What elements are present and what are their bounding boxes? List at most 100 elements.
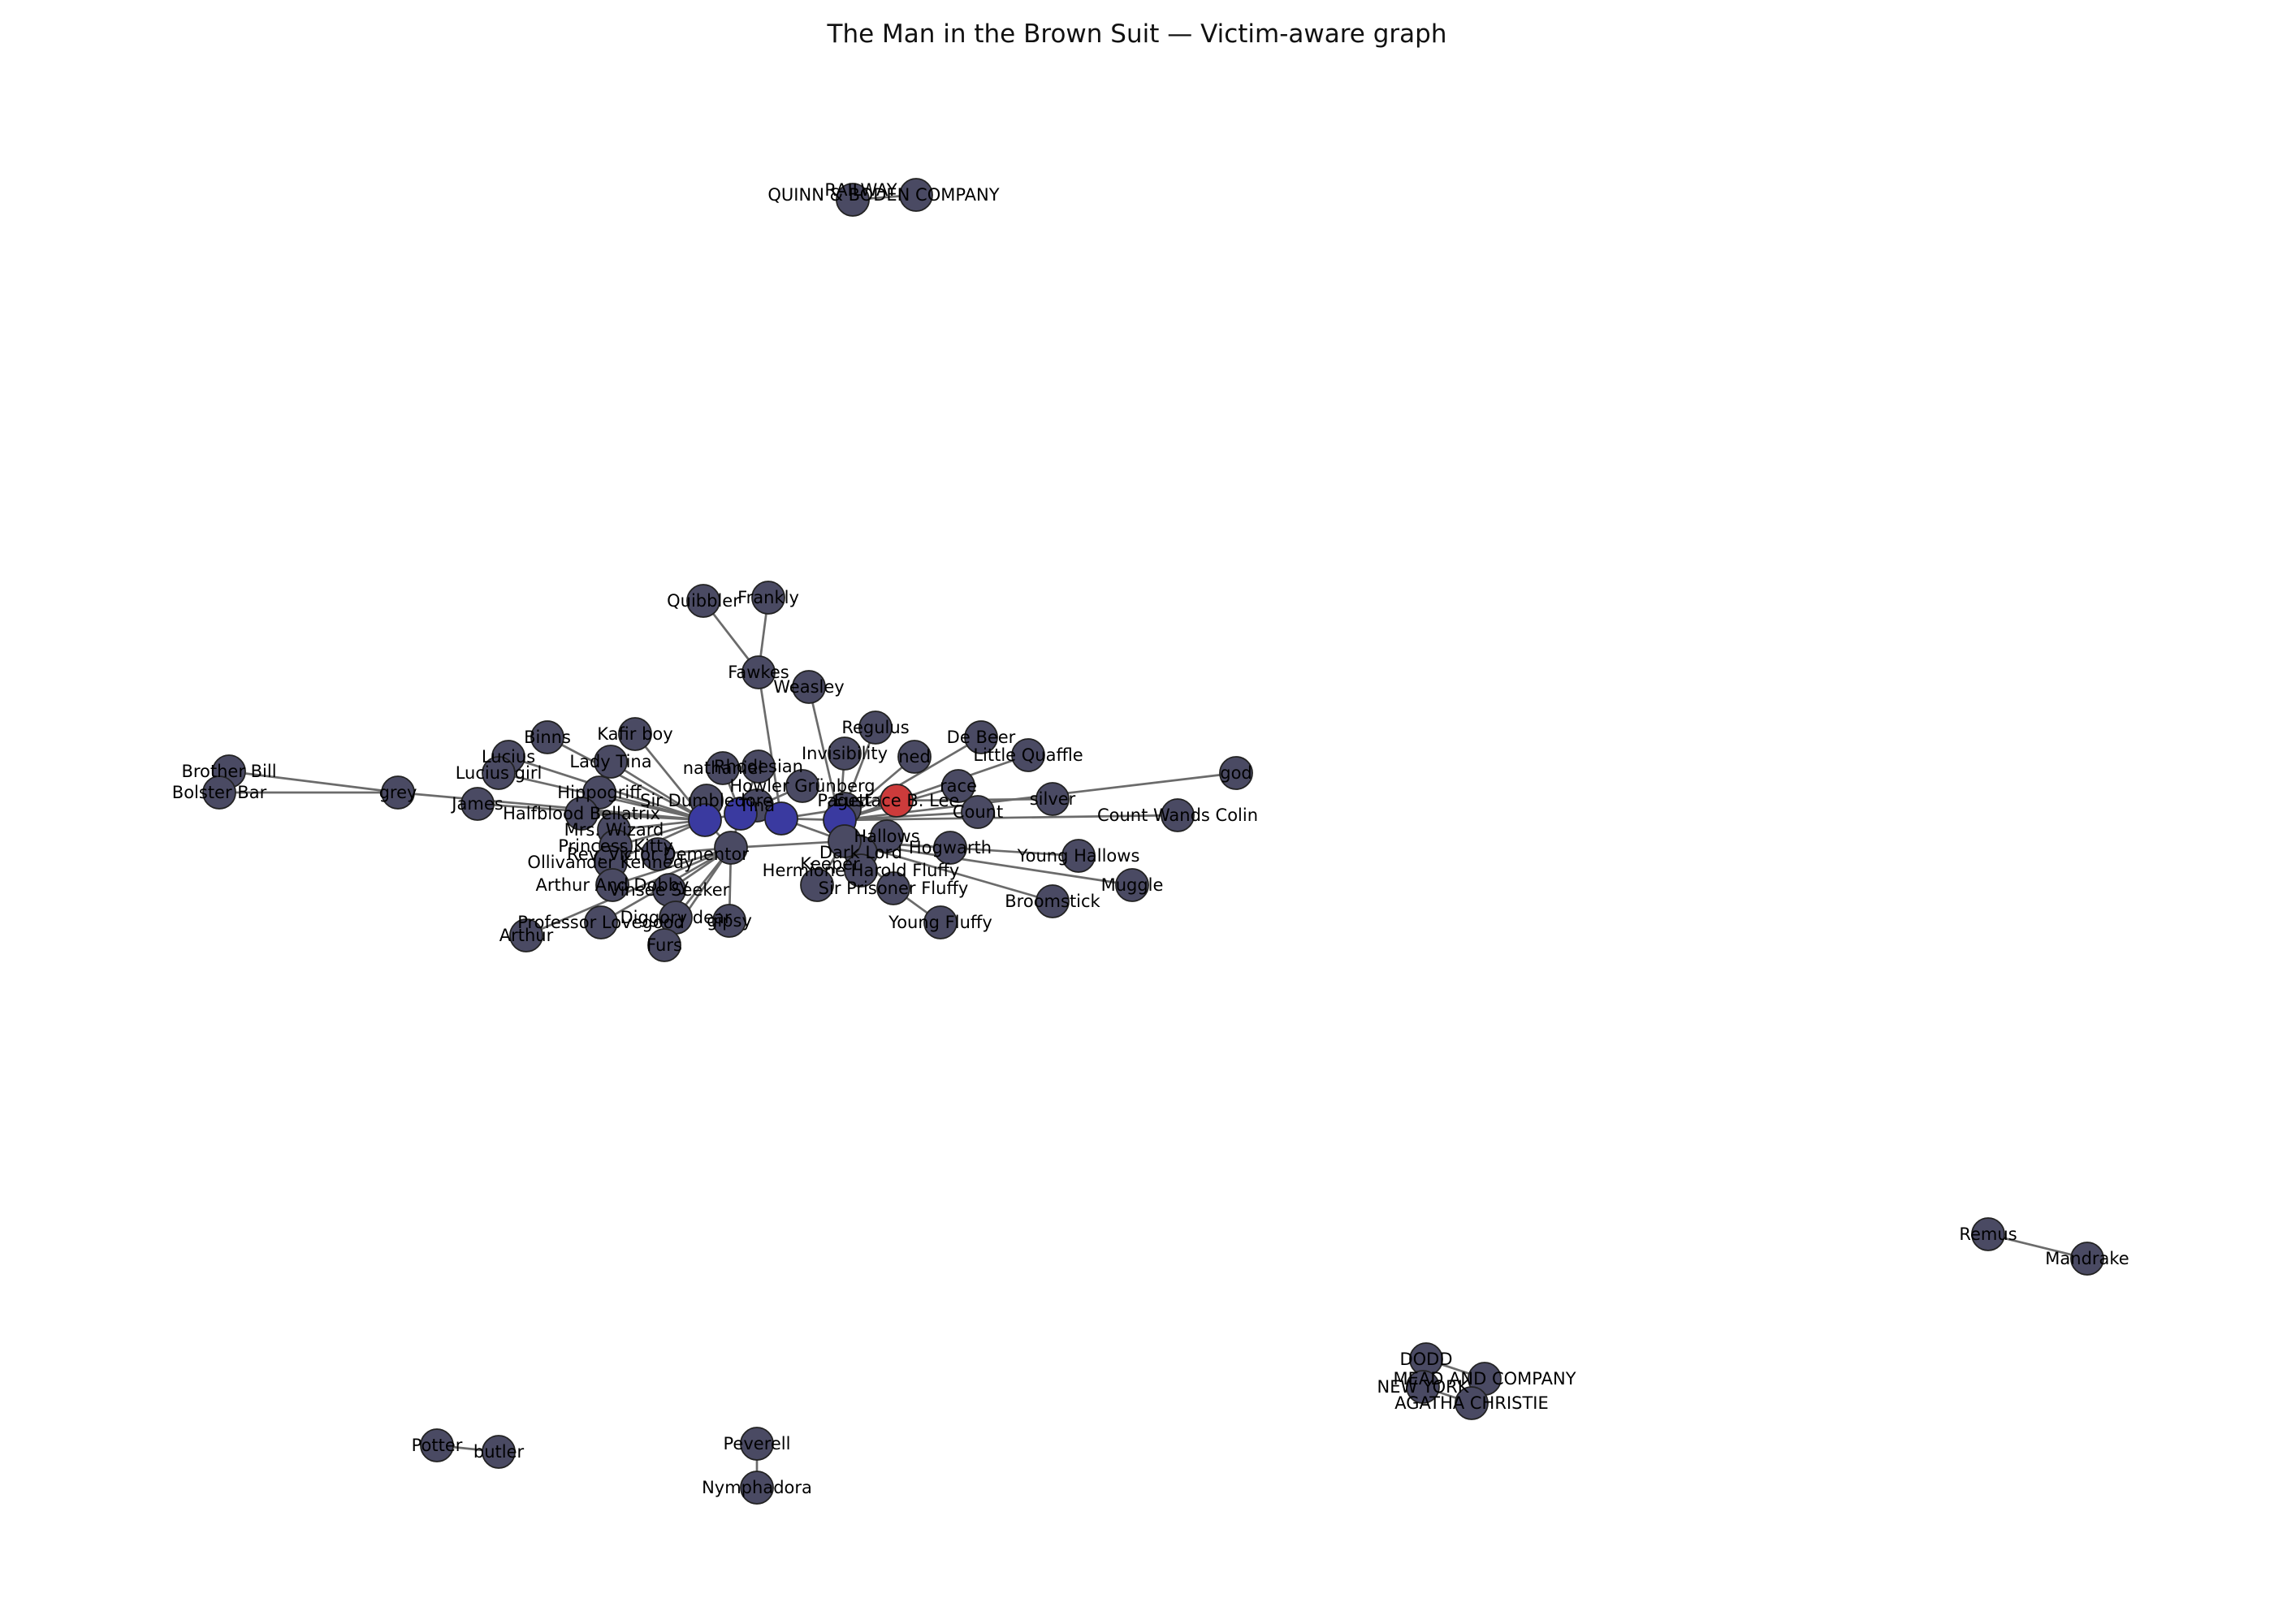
node-agatha[interactable] [1455, 1386, 1489, 1420]
node-label-ned: ned [898, 747, 931, 767]
node-c1[interactable] [688, 803, 722, 837]
node-label-princess: Princess Kitty [558, 836, 673, 856]
node-label-james: James [450, 794, 503, 814]
node-newyork[interactable] [1406, 1370, 1440, 1404]
node-younghallows[interactable] [1061, 839, 1096, 873]
node-c3[interactable] [764, 801, 798, 836]
node-rev[interactable] [641, 837, 675, 871]
node-label-god: god [1220, 763, 1252, 783]
node-luciusgirl[interactable] [482, 756, 516, 790]
node-fawkes[interactable] [741, 655, 776, 689]
node-label-broomstick: Broomstick [1005, 892, 1100, 911]
edge-arthur-c5 [525, 846, 732, 937]
node-label-hallows: Hallows [854, 827, 919, 846]
node-label-fawkes: Fawkes [728, 663, 789, 682]
node-mandrake[interactable] [2070, 1242, 2104, 1276]
node-label-count: Count [953, 802, 1003, 822]
edge-ladytina-c1 [610, 760, 706, 822]
node-potter[interactable] [420, 1428, 454, 1462]
node-label-race: race [940, 776, 977, 796]
node-count[interactable] [961, 795, 995, 829]
node-grey[interactable] [381, 775, 415, 810]
node-invisibility[interactable] [828, 736, 862, 771]
node-grunberg[interactable] [785, 769, 819, 803]
node-label-harold: Hermione Harold Fluffy [763, 861, 960, 880]
node-halfblood[interactable] [564, 797, 599, 831]
edge-hippogriff-c1 [599, 791, 706, 822]
edge-arthurand-c5 [612, 846, 732, 887]
edge-remus-mandrake [1987, 1233, 2088, 1260]
node-railway[interactable] [836, 183, 870, 217]
node-god[interactable] [1219, 756, 1253, 790]
node-c2[interactable] [724, 797, 758, 831]
edge-binns-c1 [547, 736, 706, 822]
node-label-newyork: NEW YORK [1377, 1377, 1470, 1397]
node-keeper[interactable] [800, 868, 834, 902]
node-james[interactable] [460, 787, 495, 821]
node-silver[interactable] [1035, 782, 1070, 816]
node-furs[interactable] [647, 928, 681, 962]
nodes-layer [202, 178, 2104, 1505]
node-professor[interactable] [584, 905, 618, 939]
node-frankly[interactable] [751, 581, 785, 615]
node-broomstick[interactable] [1035, 884, 1070, 918]
node-peverell[interactable] [740, 1427, 774, 1461]
node-regulus[interactable] [858, 710, 893, 745]
node-label-mead: MEAD AND COMPANY [1393, 1369, 1576, 1389]
node-race[interactable] [941, 769, 975, 803]
node-butler[interactable] [482, 1435, 516, 1469]
node-rhodesian[interactable] [741, 749, 776, 784]
node-sirprisoner[interactable] [876, 871, 910, 905]
node-nymphadora[interactable] [740, 1471, 774, 1505]
node-eustace[interactable] [880, 784, 914, 818]
node-ned[interactable] [897, 740, 932, 774]
node-hogwarth[interactable] [933, 831, 967, 865]
node-kafirboy[interactable] [618, 717, 652, 751]
node-label-peverell: Peverell [724, 1434, 791, 1453]
node-label-potter: Potter [412, 1436, 463, 1455]
node-quinn[interactable] [899, 178, 933, 212]
node-muggle[interactable] [1115, 868, 1149, 902]
node-nathaniel[interactable] [706, 751, 740, 785]
node-arthur[interactable] [509, 918, 543, 952]
node-countwandscolin[interactable] [1161, 798, 1195, 832]
node-binns[interactable] [530, 720, 564, 754]
node-label-halfblood: Halfblood Bellatrix [503, 804, 660, 823]
node-label-sirprisoner: Sir Prisoner Fluffy [819, 879, 969, 898]
node-label-rev: Rev. Victor Dementor [567, 844, 749, 864]
node-label-grunberg: Howler Grünberg [729, 776, 875, 796]
node-hallows[interactable] [870, 819, 904, 853]
node-c5[interactable] [714, 831, 748, 865]
node-harold[interactable] [844, 853, 878, 888]
node-label-lucius: Lucius [482, 747, 535, 767]
node-bolsterbar[interactable] [202, 775, 236, 810]
node-label-youngfluffy: Young Fluffy [888, 913, 992, 932]
node-label-luciusgirl: Lucius girl [456, 763, 543, 783]
node-remus[interactable] [1971, 1217, 2005, 1251]
node-label-mandrake: Mandrake [2045, 1249, 2129, 1268]
node-weasley[interactable] [792, 670, 826, 704]
node-label-littlequaffle: Little Quaffle [973, 745, 1083, 765]
node-youngfluffy[interactable] [923, 905, 958, 939]
node-quibbler[interactable] [686, 584, 720, 618]
node-ladytina[interactable] [594, 745, 628, 779]
node-label-nathaniel: nathaniel [683, 758, 763, 778]
node-littlequaffle[interactable] [1011, 738, 1045, 772]
node-label-kafirboy: Kafir boy [597, 724, 672, 744]
node-label-keeper: Keeper [800, 854, 860, 874]
node-label-diggory: Diggory dear [620, 908, 731, 927]
node-arthurand[interactable] [595, 868, 629, 902]
node-label-butler: butler [473, 1442, 525, 1462]
node-debeer[interactable] [964, 720, 998, 754]
node-gipsy[interactable] [712, 904, 746, 938]
node-label-frankly: Frankly [737, 588, 799, 607]
node-label-muggle: Muggle [1101, 875, 1164, 895]
node-label-ollivander: Ollivander Kennedy [527, 853, 694, 872]
node-label-weasley: Weasley [773, 677, 844, 697]
node-label-furs: Furs [646, 935, 682, 955]
node-label-quinn: QUINN & BODEN COMPANY [767, 185, 999, 205]
edge-brotherbill-grey [228, 770, 399, 794]
node-label-binns: Binns [524, 728, 571, 747]
node-c6[interactable] [828, 824, 862, 858]
